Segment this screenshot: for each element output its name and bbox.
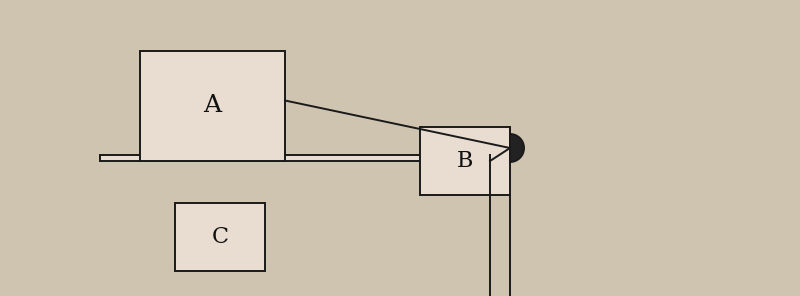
- Bar: [175, 203, 265, 271]
- Circle shape: [496, 134, 524, 162]
- Text: B: B: [457, 150, 473, 172]
- Bar: [100, 155, 490, 161]
- Bar: [420, 127, 510, 195]
- Bar: [140, 51, 285, 161]
- Text: A: A: [203, 94, 222, 118]
- Text: C: C: [211, 226, 229, 248]
